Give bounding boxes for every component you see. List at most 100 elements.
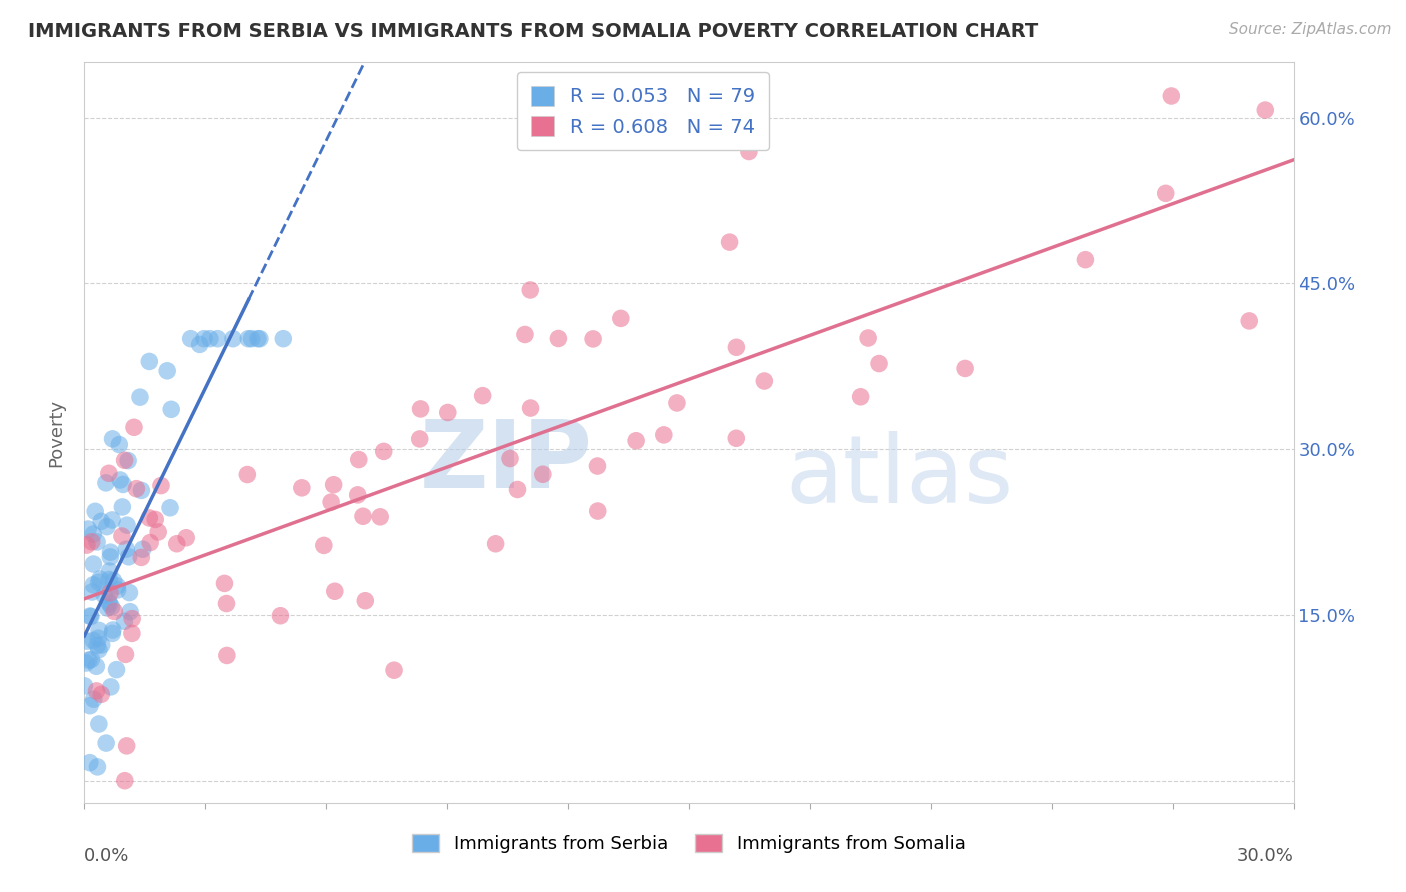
Point [101,432,124,446]
Point [346,488,368,502]
Point [76,634,98,648]
Point [82,633,104,648]
Point [471,389,494,403]
Point [86,659,108,673]
Point [138,511,160,525]
Point [94,475,117,490]
Point [80,534,103,549]
Point [149,478,172,492]
Point [1160,89,1182,103]
Point [111,500,134,514]
Point [83,692,105,706]
Point [354,593,377,607]
Y-axis label: Poverty: Poverty [48,399,66,467]
Point [129,390,152,404]
Point [103,574,125,588]
Point [97,594,120,608]
Text: Source: ZipAtlas.com: Source: ZipAtlas.com [1229,22,1392,37]
Point [84,504,107,518]
Point [1074,252,1097,267]
Point [207,332,229,346]
Text: atlas: atlas [786,431,1014,523]
Point [368,509,391,524]
Point [198,332,221,346]
Point [156,364,179,378]
Point [582,332,605,346]
Point [513,327,536,342]
Point [101,626,124,640]
Point [98,549,121,564]
Point [586,458,609,473]
Point [98,564,121,578]
Text: IMMIGRANTS FROM SERBIA VS IMMIGRANTS FROM SOMALIA POVERTY CORRELATION CHART: IMMIGRANTS FROM SERBIA VS IMMIGRANTS FRO… [28,22,1039,41]
Point [849,390,872,404]
Point [96,519,118,533]
Point [87,642,110,657]
Point [624,434,647,448]
Point [111,529,134,543]
Point [148,524,170,539]
Point [87,624,110,638]
Point [1254,103,1277,117]
Point [159,500,181,515]
Point [246,332,269,346]
Point [98,597,121,611]
Point [114,773,136,788]
Point [80,652,103,666]
Point [610,311,633,326]
Point [856,331,879,345]
Point [725,431,748,445]
Point [107,582,129,597]
Point [80,585,103,599]
Point [725,340,748,354]
Point [97,467,120,481]
Point [273,332,295,346]
Point [96,600,118,615]
Point [77,653,100,667]
Point [112,477,135,491]
Point [1154,186,1177,201]
Point [347,452,370,467]
Point [73,679,96,693]
Point [499,451,522,466]
Point [953,361,976,376]
Point [120,605,142,619]
Point [131,542,153,557]
Point [160,402,183,417]
Point [240,332,263,346]
Point [321,495,343,509]
Point [519,401,541,415]
Point [114,453,136,467]
Point [436,405,458,419]
Point [86,639,108,653]
Point [249,332,271,346]
Point [485,537,508,551]
Point [409,401,432,416]
Point [166,537,188,551]
Point [100,680,122,694]
Point [76,538,98,552]
Point [79,609,101,624]
Point [236,467,259,482]
Point [101,513,124,527]
Point [188,337,211,351]
Point [77,522,100,536]
Point [312,538,335,552]
Point [115,739,138,753]
Point [238,332,260,346]
Point [117,549,139,564]
Point [86,760,108,774]
Point [86,535,108,549]
Point [101,623,124,637]
Point [322,477,344,491]
Point [125,482,148,496]
Point [90,638,112,652]
Point [80,609,103,624]
Point [531,467,554,482]
Point [87,575,110,590]
Point [131,483,153,498]
Point [129,550,152,565]
Point [718,235,741,249]
Point [373,444,395,458]
Point [121,612,143,626]
